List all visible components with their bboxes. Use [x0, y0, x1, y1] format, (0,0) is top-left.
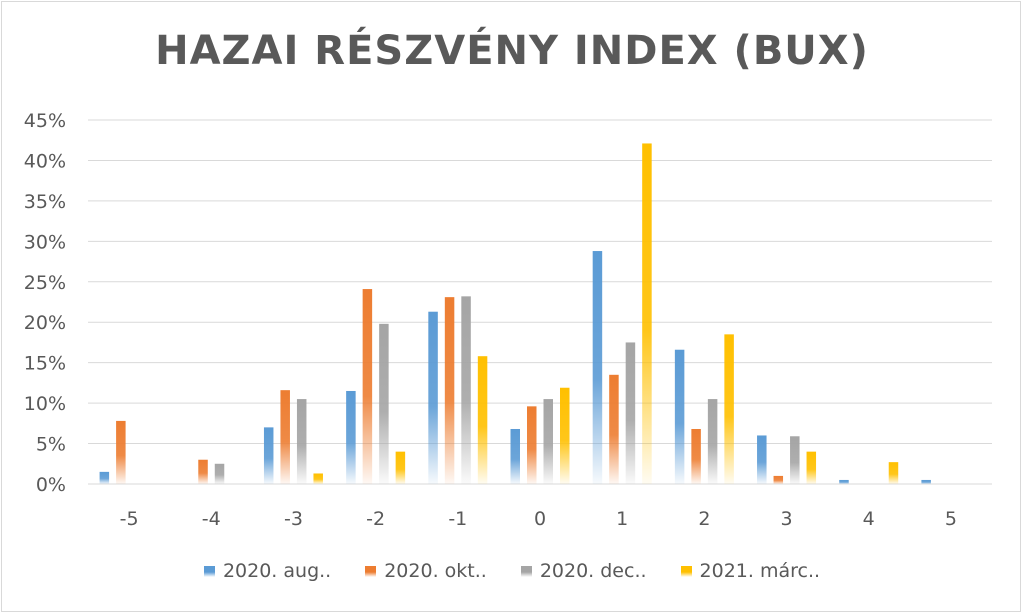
bar [691, 428, 701, 484]
bar [527, 406, 537, 484]
bars [99, 143, 931, 485]
bar [428, 311, 438, 484]
x-tick-label: -4 [202, 508, 221, 530]
y-tick-label: 15% [24, 353, 66, 375]
x-tick-label: -2 [366, 508, 385, 530]
bar [214, 463, 225, 484]
legend-item: 2020. aug.. [203, 560, 332, 582]
bar [280, 390, 290, 484]
y-tick-label: 20% [24, 312, 66, 334]
bar [362, 289, 373, 484]
legend-item: 2020. okt.. [365, 560, 487, 582]
x-tick-label: 2 [698, 508, 710, 530]
x-tick-label: 5 [945, 508, 957, 530]
x-tick-label: -3 [284, 508, 303, 530]
bar [477, 356, 488, 484]
legend-label: 2021. márc.. [699, 560, 821, 582]
bar [198, 459, 208, 484]
legend: 2020. aug.. 2020. okt.. 2020. dec.. 2021. m… [0, 560, 1024, 582]
y-tick-label: 0% [36, 474, 66, 496]
x-tick-label: -1 [448, 508, 467, 530]
bar [674, 349, 685, 484]
x-axis-ticks: -5 -4 -3 -2 -1 0 1 2 3 4 5 [120, 508, 957, 530]
legend-item: 2021. márc.. [680, 560, 821, 582]
bar [773, 475, 784, 484]
bar [395, 451, 406, 484]
bar [609, 374, 619, 484]
bar [99, 471, 110, 484]
legend-swatch [365, 565, 377, 577]
x-tick-label: 0 [534, 508, 546, 530]
bar [444, 297, 455, 484]
bar [724, 334, 734, 484]
legend-swatch [203, 565, 215, 577]
bar [313, 473, 323, 484]
y-tick-label: 35% [24, 191, 66, 213]
y-tick-label: 25% [24, 272, 66, 294]
bar [642, 143, 652, 485]
legend-item: 2020. dec.. [520, 560, 647, 582]
y-tick-label: 5% [36, 434, 66, 456]
bar [543, 399, 553, 484]
legend-swatch [680, 565, 692, 577]
bar [560, 387, 570, 484]
bar [510, 428, 520, 484]
bar [790, 436, 800, 484]
bar [757, 435, 767, 484]
x-tick-label: 4 [863, 508, 875, 530]
bar [116, 420, 126, 484]
legend-swatch [520, 565, 532, 577]
bar [888, 462, 899, 484]
bar [707, 399, 718, 484]
y-tick-label: 10% [24, 393, 66, 415]
y-tick-label: 40% [24, 150, 66, 172]
bar [625, 342, 636, 484]
bar [592, 251, 603, 484]
bar [461, 296, 471, 484]
chart-title: HAZAI RÉSZVÉNY INDEX (BUX) [155, 28, 869, 74]
bar [263, 427, 274, 484]
legend-label: 2020. okt.. [384, 560, 487, 582]
x-tick-label: 1 [616, 508, 628, 530]
y-axis-ticks: 0% 5% 10% 15% 20% 25% 30% 35% 40% 45% [24, 110, 66, 496]
legend-label: 2020. dec.. [539, 560, 647, 582]
y-tick-label: 45% [24, 110, 66, 132]
grid-lines [88, 119, 992, 485]
legend-label: 2020. aug.. [222, 560, 332, 582]
bar [296, 399, 307, 484]
y-tick-label: 30% [24, 231, 66, 253]
bar [839, 479, 849, 484]
x-tick-label: -5 [120, 508, 139, 530]
bar [346, 390, 356, 484]
x-tick-label: 3 [780, 508, 792, 530]
bar [379, 323, 389, 484]
bar [806, 451, 817, 484]
bar [921, 479, 931, 484]
